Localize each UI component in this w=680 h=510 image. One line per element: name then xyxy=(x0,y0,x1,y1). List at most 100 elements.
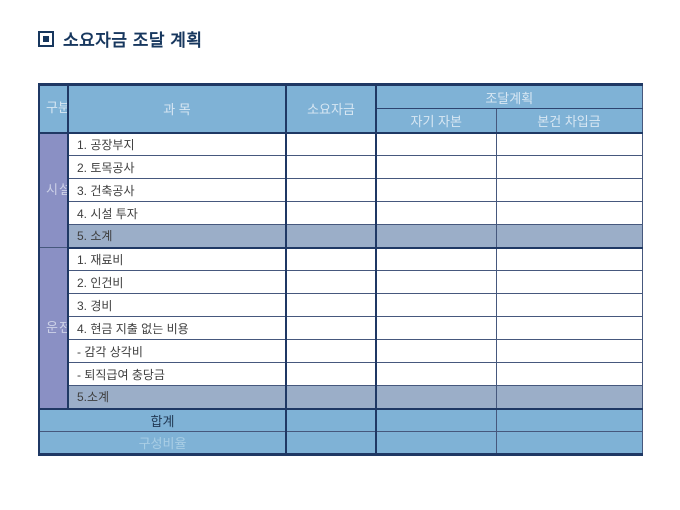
subtotal-label-cell: 5.소계 xyxy=(67,385,287,410)
loan-amount-cell xyxy=(495,178,643,202)
ratio-row: 구성비율 xyxy=(38,431,643,455)
loan-amount-cell xyxy=(495,431,643,455)
item-label: 2. 인건비 xyxy=(77,275,124,290)
item-label: 4. 시설 투자 xyxy=(77,206,138,221)
page-title: 소요자금 조달 계획 xyxy=(38,26,203,51)
subtotal-row: 5.소계 xyxy=(39,385,643,410)
required-amount-cell xyxy=(285,132,377,156)
table-row: 운전자금 1. 재료비 xyxy=(38,247,643,409)
header-equity: 자기 자본 xyxy=(375,108,497,134)
total-label-cell: 합계 xyxy=(38,407,287,432)
header-row-1: 구분 과 목 소요자금 조달계획 xyxy=(38,84,643,134)
equity-amount-cell xyxy=(375,385,497,410)
subtotal-row: 5. 소계 xyxy=(39,224,643,249)
table-row: 3. 경비 xyxy=(39,293,643,317)
required-amount-cell xyxy=(285,339,377,363)
loan-amount-cell xyxy=(495,407,643,432)
equity-amount-cell xyxy=(375,431,497,455)
page-title-text: 소요자금 조달 계획 xyxy=(63,31,203,50)
item-label: 1. 재료비 xyxy=(77,252,124,267)
loan-amount-cell xyxy=(495,247,643,271)
required-amount-cell xyxy=(285,201,377,225)
group-operating-label: 운전자금 xyxy=(46,319,67,335)
equity-amount-cell xyxy=(375,362,497,386)
equity-amount-cell xyxy=(375,178,497,202)
item-cell: 4. 현금 지출 없는 비용 xyxy=(67,316,287,340)
item-label: - 퇴직급여 충당금 xyxy=(77,367,165,382)
header-row-2: 자기 자본 본건 차입금 xyxy=(39,108,643,134)
table-row: 2. 토목공사 xyxy=(39,155,643,179)
loan-amount-cell xyxy=(495,316,643,340)
loan-amount-cell xyxy=(495,132,643,156)
item-cell: 1. 재료비 xyxy=(67,247,287,271)
loan-amount-cell xyxy=(495,293,643,317)
table-row: - 퇴직급여 충당금 xyxy=(39,362,643,386)
group-operating-funds: 운전자금 xyxy=(38,247,69,409)
item-cell: 2. 인건비 xyxy=(67,270,287,294)
loan-amount-cell xyxy=(495,362,643,386)
required-amount-cell xyxy=(285,407,377,432)
required-amount-cell xyxy=(285,178,377,202)
table-row: 4. 시설 투자 xyxy=(39,201,643,225)
total-row: 합계 xyxy=(38,407,643,432)
ratio-label-cell: 구성비율 xyxy=(38,431,287,455)
header-procurement-plan: 조달계획 xyxy=(375,84,643,109)
required-amount-cell xyxy=(285,362,377,386)
item-label: 3. 경비 xyxy=(77,298,113,313)
title-bullet-inner xyxy=(43,35,49,42)
header-category: 구분 xyxy=(38,84,69,134)
title-bullet-icon xyxy=(38,30,54,47)
loan-amount-cell xyxy=(495,385,643,410)
subtotal-label: 5. 소계 xyxy=(77,229,113,244)
equity-amount-cell xyxy=(375,224,497,249)
required-amount-cell xyxy=(285,385,377,410)
item-cell: 3. 경비 xyxy=(67,293,287,317)
loan-amount-cell xyxy=(495,339,643,363)
required-amount-cell xyxy=(285,431,377,455)
equity-amount-cell xyxy=(375,293,497,317)
required-amount-cell xyxy=(285,155,377,179)
item-label: 3. 건축공사 xyxy=(77,183,135,198)
table-row: 시설자금 1. 공장부지 xyxy=(38,132,643,248)
equity-amount-cell xyxy=(375,316,497,340)
table-row: 3. 건축공사 xyxy=(39,178,643,202)
required-amount-cell xyxy=(285,270,377,294)
item-cell: - 감각 상각비 xyxy=(67,339,287,363)
item-cell: 2. 토목공사 xyxy=(67,155,287,179)
loan-amount-cell xyxy=(495,224,643,249)
item-cell: 4. 시설 투자 xyxy=(67,201,287,225)
subtotal-label-cell: 5. 소계 xyxy=(67,224,287,249)
equity-amount-cell xyxy=(375,270,497,294)
item-cell: 1. 공장부지 xyxy=(67,132,287,156)
header-loan: 본건 차입금 xyxy=(495,108,643,134)
equity-amount-cell xyxy=(375,339,497,363)
header-item: 과 목 xyxy=(67,84,287,134)
funding-plan-table: 구분 과 목 소요자금 조달계획 자기 자본 본건 차입금 시설자금 1. 공장… xyxy=(38,83,643,456)
item-cell: - 퇴직급여 충당금 xyxy=(67,362,287,386)
item-label: 2. 토목공사 xyxy=(77,160,135,175)
required-amount-cell xyxy=(285,247,377,271)
item-label: 4. 현금 지출 없는 비용 xyxy=(77,321,189,336)
required-amount-cell xyxy=(285,316,377,340)
item-label: 1. 공장부지 xyxy=(77,137,135,152)
subtotal-label: 5.소계 xyxy=(77,390,110,405)
group-facility-label: 시설자금 xyxy=(46,182,67,198)
required-amount-cell xyxy=(285,293,377,317)
loan-amount-cell xyxy=(495,270,643,294)
loan-amount-cell xyxy=(495,201,643,225)
item-label: - 감각 상각비 xyxy=(77,344,143,359)
equity-amount-cell xyxy=(375,155,497,179)
header-category-label: 구분 xyxy=(46,100,68,116)
table-row: 2. 인건비 xyxy=(39,270,643,294)
item-cell: 3. 건축공사 xyxy=(67,178,287,202)
equity-amount-cell xyxy=(375,247,497,271)
table-row: - 감각 상각비 xyxy=(39,339,643,363)
table-row: 4. 현금 지출 없는 비용 xyxy=(39,316,643,340)
group-facility-funds: 시설자금 xyxy=(38,132,69,248)
loan-amount-cell xyxy=(495,155,643,179)
equity-amount-cell xyxy=(375,132,497,156)
required-amount-cell xyxy=(285,224,377,249)
equity-amount-cell xyxy=(375,407,497,432)
header-required-funds: 소요자금 xyxy=(285,84,377,134)
